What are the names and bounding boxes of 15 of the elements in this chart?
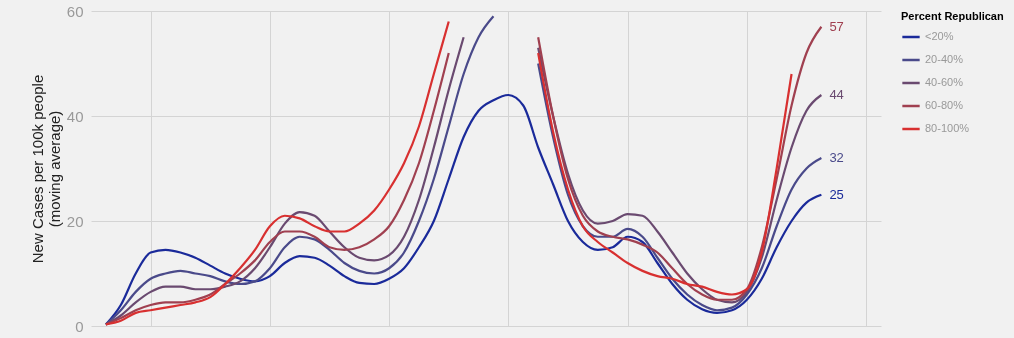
legend-label: <20% xyxy=(925,30,954,42)
data-label: 57 xyxy=(829,18,844,34)
y-tick-label: 20 xyxy=(66,212,84,230)
y-tick-label: 0 xyxy=(75,317,84,335)
y-axis-title: New Cases per 100k people (moving average) xyxy=(28,74,63,264)
legend-label: 20-40% xyxy=(925,53,964,65)
data-label: 32 xyxy=(829,150,844,165)
y-tick-label: 40 xyxy=(66,107,84,125)
y-tick-label: 60 xyxy=(66,2,84,20)
data-label: 44 xyxy=(829,87,844,102)
data-label: 25 xyxy=(829,186,844,202)
legend-label: 40-60% xyxy=(925,76,964,88)
legend-label: 60-80% xyxy=(925,99,964,111)
legend-label: 80-100% xyxy=(925,122,970,134)
legend-title: Percent Republican xyxy=(901,10,1004,22)
